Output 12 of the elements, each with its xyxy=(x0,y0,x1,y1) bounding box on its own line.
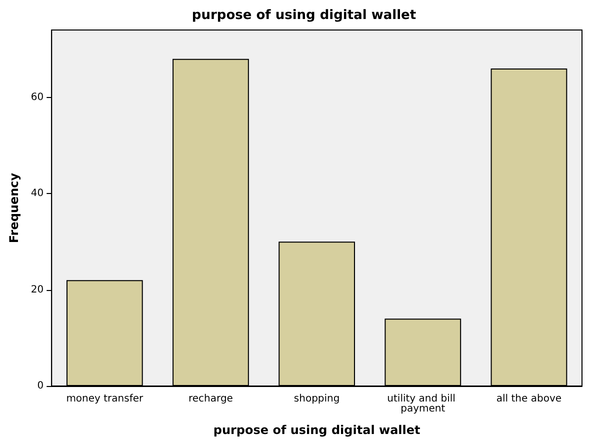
x-tick-label: utility and bill payment xyxy=(387,394,459,414)
y-tick-label: 60 xyxy=(30,92,44,103)
y-tick-label: 20 xyxy=(30,284,44,296)
x-tick-label: money transfer xyxy=(66,394,144,404)
y-tick-label: 40 xyxy=(30,188,44,200)
x-tick-label: recharge xyxy=(188,394,233,404)
y-axis-title: Frequency xyxy=(7,172,21,244)
x-tick-label: all the above xyxy=(496,394,562,404)
x-axis-title: purpose of using digital wallet xyxy=(213,423,421,437)
chart-title: purpose of using digital wallet xyxy=(192,8,416,23)
x-tick-label: shopping xyxy=(294,394,340,404)
y-tick-label: 0 xyxy=(37,380,44,392)
